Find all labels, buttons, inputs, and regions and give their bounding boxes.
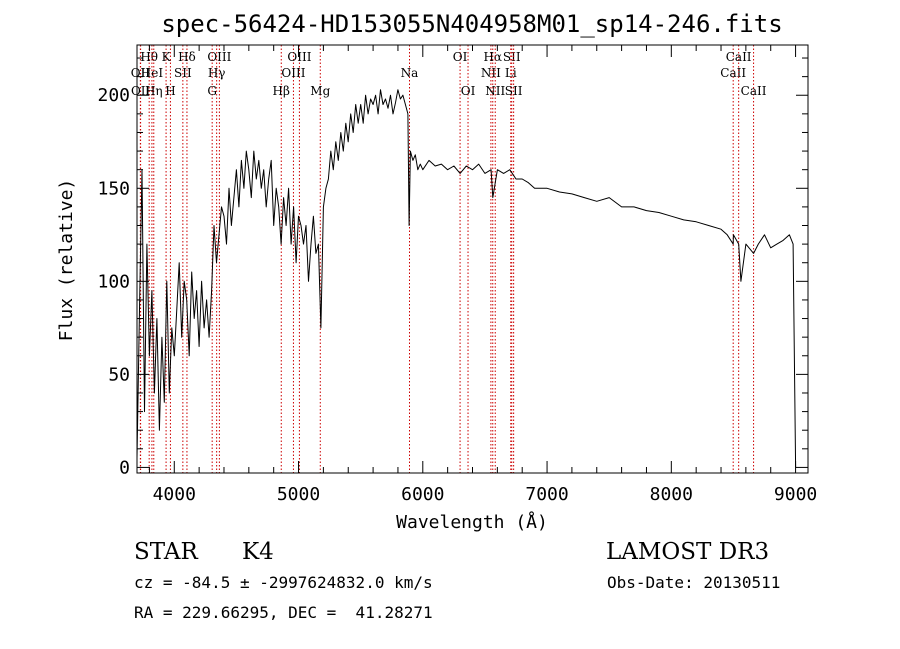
line-label: NII [481, 66, 501, 80]
y-tick-label: 200 [97, 85, 130, 106]
line-label: Na [401, 66, 419, 80]
x-tick-label: 9000 [774, 484, 817, 505]
redshift-line: cz = -84.5 ± -2997624832.0 km/s [134, 573, 433, 592]
object-subclass: K4 [242, 539, 274, 565]
y-axis: 0 50 100 150 200 [97, 57, 808, 478]
x-axis-label: Wavelength (Å) [396, 511, 548, 533]
object-type: STAR [134, 539, 198, 565]
plot-frame [136, 44, 809, 474]
line-label: Hη [145, 84, 163, 98]
obs-date: Obs-Date: 20130511 [607, 573, 781, 592]
line-label: Li [505, 66, 517, 80]
line-label: CaII [720, 66, 746, 80]
line-label: G [207, 84, 217, 98]
line-label: Hγ [208, 66, 226, 80]
line-label: HeI [141, 66, 164, 80]
x-tick-label: 6000 [401, 484, 444, 505]
line-label: H [165, 84, 175, 98]
line-label: SII [503, 50, 521, 64]
x-tick-label: 7000 [525, 484, 568, 505]
x-axis: 4000 5000 6000 7000 8000 9000 [148, 45, 817, 505]
line-label: OI [453, 50, 468, 64]
y-tick-label: 100 [97, 271, 130, 292]
y-axis-label: Flux (relative) [56, 179, 77, 342]
x-tick-label: 4000 [153, 484, 196, 505]
line-label: SII [505, 84, 523, 98]
line-label: K [162, 50, 172, 64]
line-label: Hθ [140, 50, 158, 64]
spectrum-line [136, 89, 797, 468]
line-label: CaII [741, 84, 767, 98]
line-label: OIII [287, 50, 311, 64]
y-tick-label: 150 [97, 178, 130, 199]
spectrum-series [136, 89, 797, 468]
line-label: NII [485, 84, 505, 98]
line-label: SII [174, 66, 192, 80]
line-label: OII [131, 84, 151, 98]
line-label: Mg [310, 84, 330, 98]
line-label: OI [461, 84, 476, 98]
line-label: Hα [483, 50, 502, 64]
line-label: CaII [726, 50, 752, 64]
line-label: OIII [207, 50, 231, 64]
survey-name: LAMOST DR3 [606, 539, 770, 565]
ra-dec: RA = 229.66295, DEC = 41.28271 [134, 603, 433, 622]
line-label: OIII [281, 66, 305, 80]
line-label: Hβ [273, 84, 290, 98]
x-tick-label: 8000 [650, 484, 693, 505]
line-label: Hδ [178, 50, 196, 64]
x-tick-label: 5000 [277, 484, 320, 505]
y-tick-label: 50 [108, 364, 130, 385]
chart-title: spec-56424-HD153055N404958M01_sp14-246.f… [161, 10, 782, 38]
y-tick-label: 0 [119, 457, 130, 478]
